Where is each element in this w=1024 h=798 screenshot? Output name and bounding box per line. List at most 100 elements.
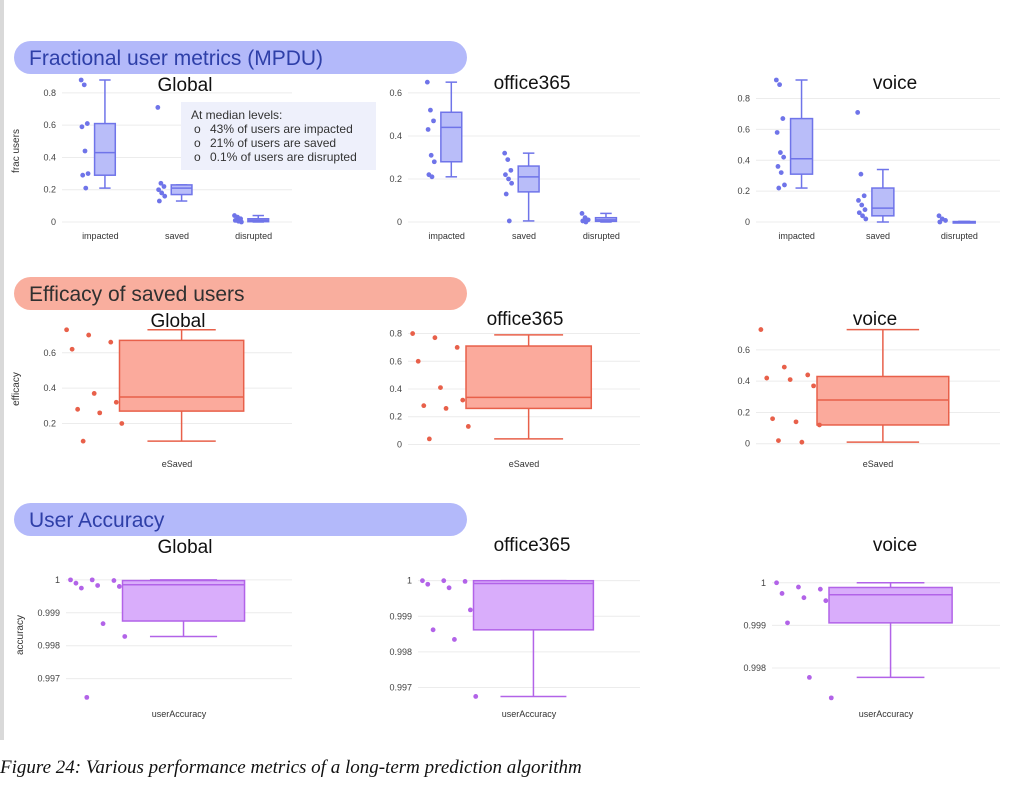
y-tick-label: 0.2 [43,418,56,428]
y-tick-label: 0.998 [389,647,412,657]
chart-title: voice [873,73,917,94]
y-tick-label: 0 [397,439,402,449]
chart-title: Global [158,537,213,558]
annotation-line: 21% of users are saved [210,136,336,150]
x-tick-label: userAccuracy [152,709,207,719]
data-point [162,193,168,199]
y-tick-label: 0.997 [37,674,60,684]
y-tick-label: 0 [397,217,402,227]
data-point [811,383,816,389]
data-point [161,184,167,189]
data-point [780,116,786,121]
data-point [84,694,90,700]
data-point [415,358,421,364]
y-tick-label: 0.4 [43,152,56,162]
data-point [156,198,162,204]
data-point [119,421,125,426]
data-point [863,216,869,222]
data-point [108,339,114,345]
chart-panel: 0 0.2 0.4 0.6 0.8 voice impacted saved disrupted [737,73,1000,241]
data-point [86,332,92,338]
y-tick-label: 0.6 [737,345,750,355]
data-point [81,82,87,88]
data-point [781,154,787,160]
data-point [421,403,427,409]
data-point [778,170,784,176]
x-tick-label: saved [165,231,189,241]
x-tick-label: userAccuracy [502,709,557,719]
x-tick-label: saved [866,231,890,241]
y-tick-label: 0.6 [389,88,402,98]
chart-title: voice [873,535,917,556]
y-tick-label: 0.6 [389,356,402,366]
y-tick-label: 0.999 [389,611,412,621]
data-point [579,210,585,216]
y-tick-label: 0.998 [37,641,60,651]
data-point [782,182,787,188]
y-axis-label: efficacy [11,372,22,406]
data-point [80,438,86,444]
data-point [97,410,103,416]
chart-title: voice [853,309,897,330]
y-tick-label: 0.4 [389,384,402,394]
annotation-line: 43% of users are impacted [210,122,353,136]
y-axis-label: accuracy [15,615,26,655]
data-point [828,695,834,701]
data-point [158,180,164,186]
data-point [801,595,807,601]
y-tick-label: 0.6 [43,120,56,130]
box [472,579,595,631]
data-point [503,191,509,197]
y-axis-label: frac users [11,129,22,173]
data-point [64,327,69,333]
data-point [432,335,438,341]
annotation-heading: At median levels: [191,108,282,122]
section-title: Efficacy of saved users [29,283,245,306]
data-point [859,202,865,208]
data-point [781,364,787,370]
y-tick-label: 1 [407,576,412,586]
y-tick-label: 0.8 [737,94,750,104]
data-point [430,627,436,633]
chart-panel: 0.997 0.998 0.999 1 office365 userAccuracy [389,535,640,719]
data-point [431,159,437,165]
chart-title: Global [158,75,213,96]
y-tick-label: 0.6 [737,124,750,134]
data-point [420,578,425,584]
data-point [855,110,861,115]
y-tick-label: 0.6 [43,348,56,358]
page-edge-bar [0,0,4,740]
box [93,122,117,176]
data-point [805,372,811,378]
y-tick-label: 0.4 [737,376,750,386]
x-tick-label: impacted [778,231,815,241]
data-point [777,82,782,88]
data-point [583,219,589,225]
section-title: User Accuracy [29,509,165,532]
box [170,184,193,196]
data-point [111,578,117,583]
data-point [860,213,865,219]
data-point [508,167,514,173]
y-tick-label: 0.999 [37,608,60,618]
data-point [89,577,95,583]
data-point [473,694,479,699]
data-point [856,197,861,203]
y-tick-label: 0.2 [389,412,402,422]
data-point [428,107,433,113]
data-point [509,180,515,186]
box [816,375,950,426]
data-point [779,591,785,596]
section-title: Fractional user metrics (MPDU) [29,47,323,70]
data-point [155,105,161,110]
data-point [68,577,73,583]
data-point [467,607,473,613]
data-point [465,424,471,429]
data-point [425,581,431,587]
y-tick-label: 0.2 [43,185,56,195]
annotation-bullet: o [194,136,201,150]
data-point [787,377,793,383]
data-point [858,171,864,177]
box [118,339,245,412]
annotation-bullet: o [194,122,201,136]
